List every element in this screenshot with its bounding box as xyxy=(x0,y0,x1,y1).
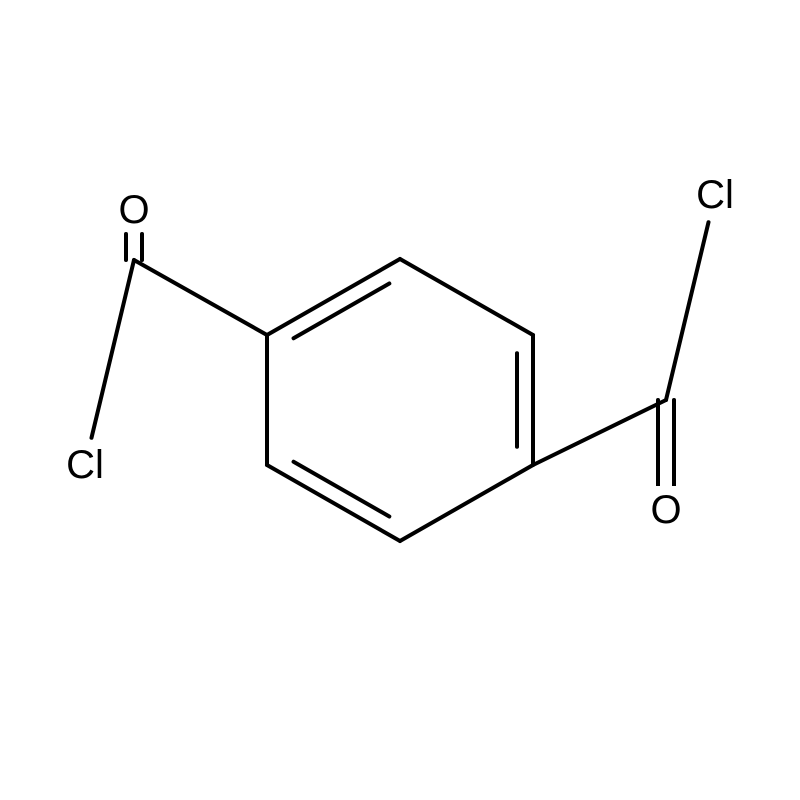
bond xyxy=(267,465,400,541)
atom-label: Cl xyxy=(66,443,104,487)
bond xyxy=(666,222,708,400)
atom-label: O xyxy=(118,188,149,232)
atom-label: Cl xyxy=(696,173,734,217)
bond xyxy=(267,259,400,335)
molecule-diagram: O Cl O Cl xyxy=(0,0,800,800)
atom-label: O xyxy=(650,488,681,532)
bond xyxy=(533,400,666,465)
bond xyxy=(92,260,134,438)
bond xyxy=(400,259,533,335)
bond xyxy=(400,465,533,541)
bond xyxy=(134,260,267,335)
